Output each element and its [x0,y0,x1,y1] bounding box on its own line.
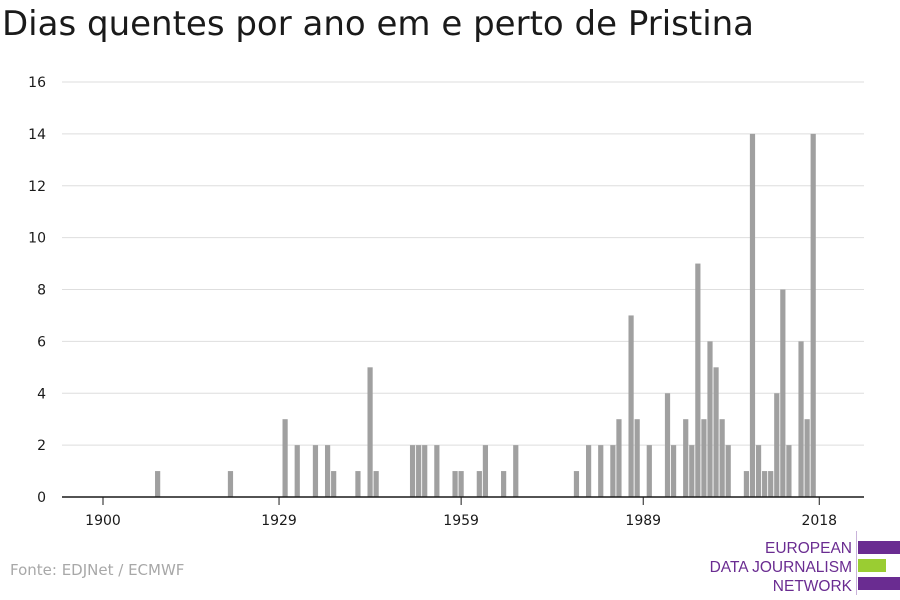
bar [586,445,592,497]
chart-title: Dias quentes por ano em e perto de Prist… [2,4,755,44]
y-tick-label: 8 [37,283,46,299]
edjnet-logo: EUROPEAN DATA JOURNALISM NETWORK [700,531,900,595]
logo-bar-top [858,541,900,554]
y-tick-label: 16 [28,75,46,91]
bar [458,471,464,497]
bar [482,445,489,497]
x-tick-label: 1959 [443,513,479,529]
bar [628,315,634,497]
x-tick-label: 1929 [261,513,297,529]
logo-line-1: EUROPEAN [765,540,852,557]
bar [355,471,361,497]
bar [695,263,701,497]
source-note: Fonte: EDJNet / ECMWF [10,561,185,579]
x-tick-label: 1900 [85,513,121,529]
gridlines [62,81,864,446]
bar [725,445,731,497]
bar-chart: 0 2 4 6 8 10 12 14 16 1900 1929 1959 1989 2018 [28,75,864,529]
y-tick-label: 4 [37,386,46,402]
bar [422,445,428,497]
bar [798,341,804,497]
bar [780,289,786,497]
logo-bar-bottom [858,577,900,590]
bar [573,471,580,497]
bar [409,445,416,497]
logo-bar-middle [858,559,886,572]
bar [707,341,713,497]
bar [294,445,300,497]
logo-line-3: NETWORK [772,578,852,595]
bar [713,367,719,497]
x-tick-label: 1989 [625,513,661,529]
bar [598,445,604,497]
bar [331,471,337,497]
logo-divider [856,531,857,595]
bar [434,445,440,497]
y-tick-label: 6 [37,334,46,350]
bar [701,419,707,497]
y-axis-ticks: 0 2 4 6 8 10 12 14 16 [28,75,46,506]
y-tick-label: 14 [28,127,46,143]
bar [476,471,482,497]
bar [367,367,373,497]
bar [804,419,810,497]
bar [683,419,689,497]
bar [616,419,622,497]
bars [155,133,816,497]
bar [513,445,519,497]
bar [155,471,161,497]
bar [282,419,288,497]
bar [324,445,331,497]
x-tick-label: 2018 [801,513,837,529]
bar [689,445,695,497]
x-axis: 1900 1929 1959 1989 2018 [62,496,864,529]
bar [786,445,792,497]
bar [416,445,422,497]
y-tick-label: 10 [28,231,46,247]
bar [743,471,750,497]
bar [373,471,379,497]
bar [749,133,756,497]
bar [646,445,652,497]
y-tick-label: 0 [37,490,46,506]
y-tick-label: 12 [28,179,46,195]
logo-line-2: DATA JOURNALISM [709,559,852,576]
bar [719,419,725,497]
bar [664,393,671,497]
bar [634,419,640,497]
bar [312,445,319,497]
bar [755,445,762,497]
bar [670,445,677,497]
bar [610,445,616,497]
bar [501,471,507,497]
bar [762,471,768,497]
bar [452,471,458,497]
bar [774,393,780,497]
bar [227,471,234,497]
bar [768,471,774,497]
bar [810,133,816,497]
y-tick-label: 2 [37,438,46,454]
